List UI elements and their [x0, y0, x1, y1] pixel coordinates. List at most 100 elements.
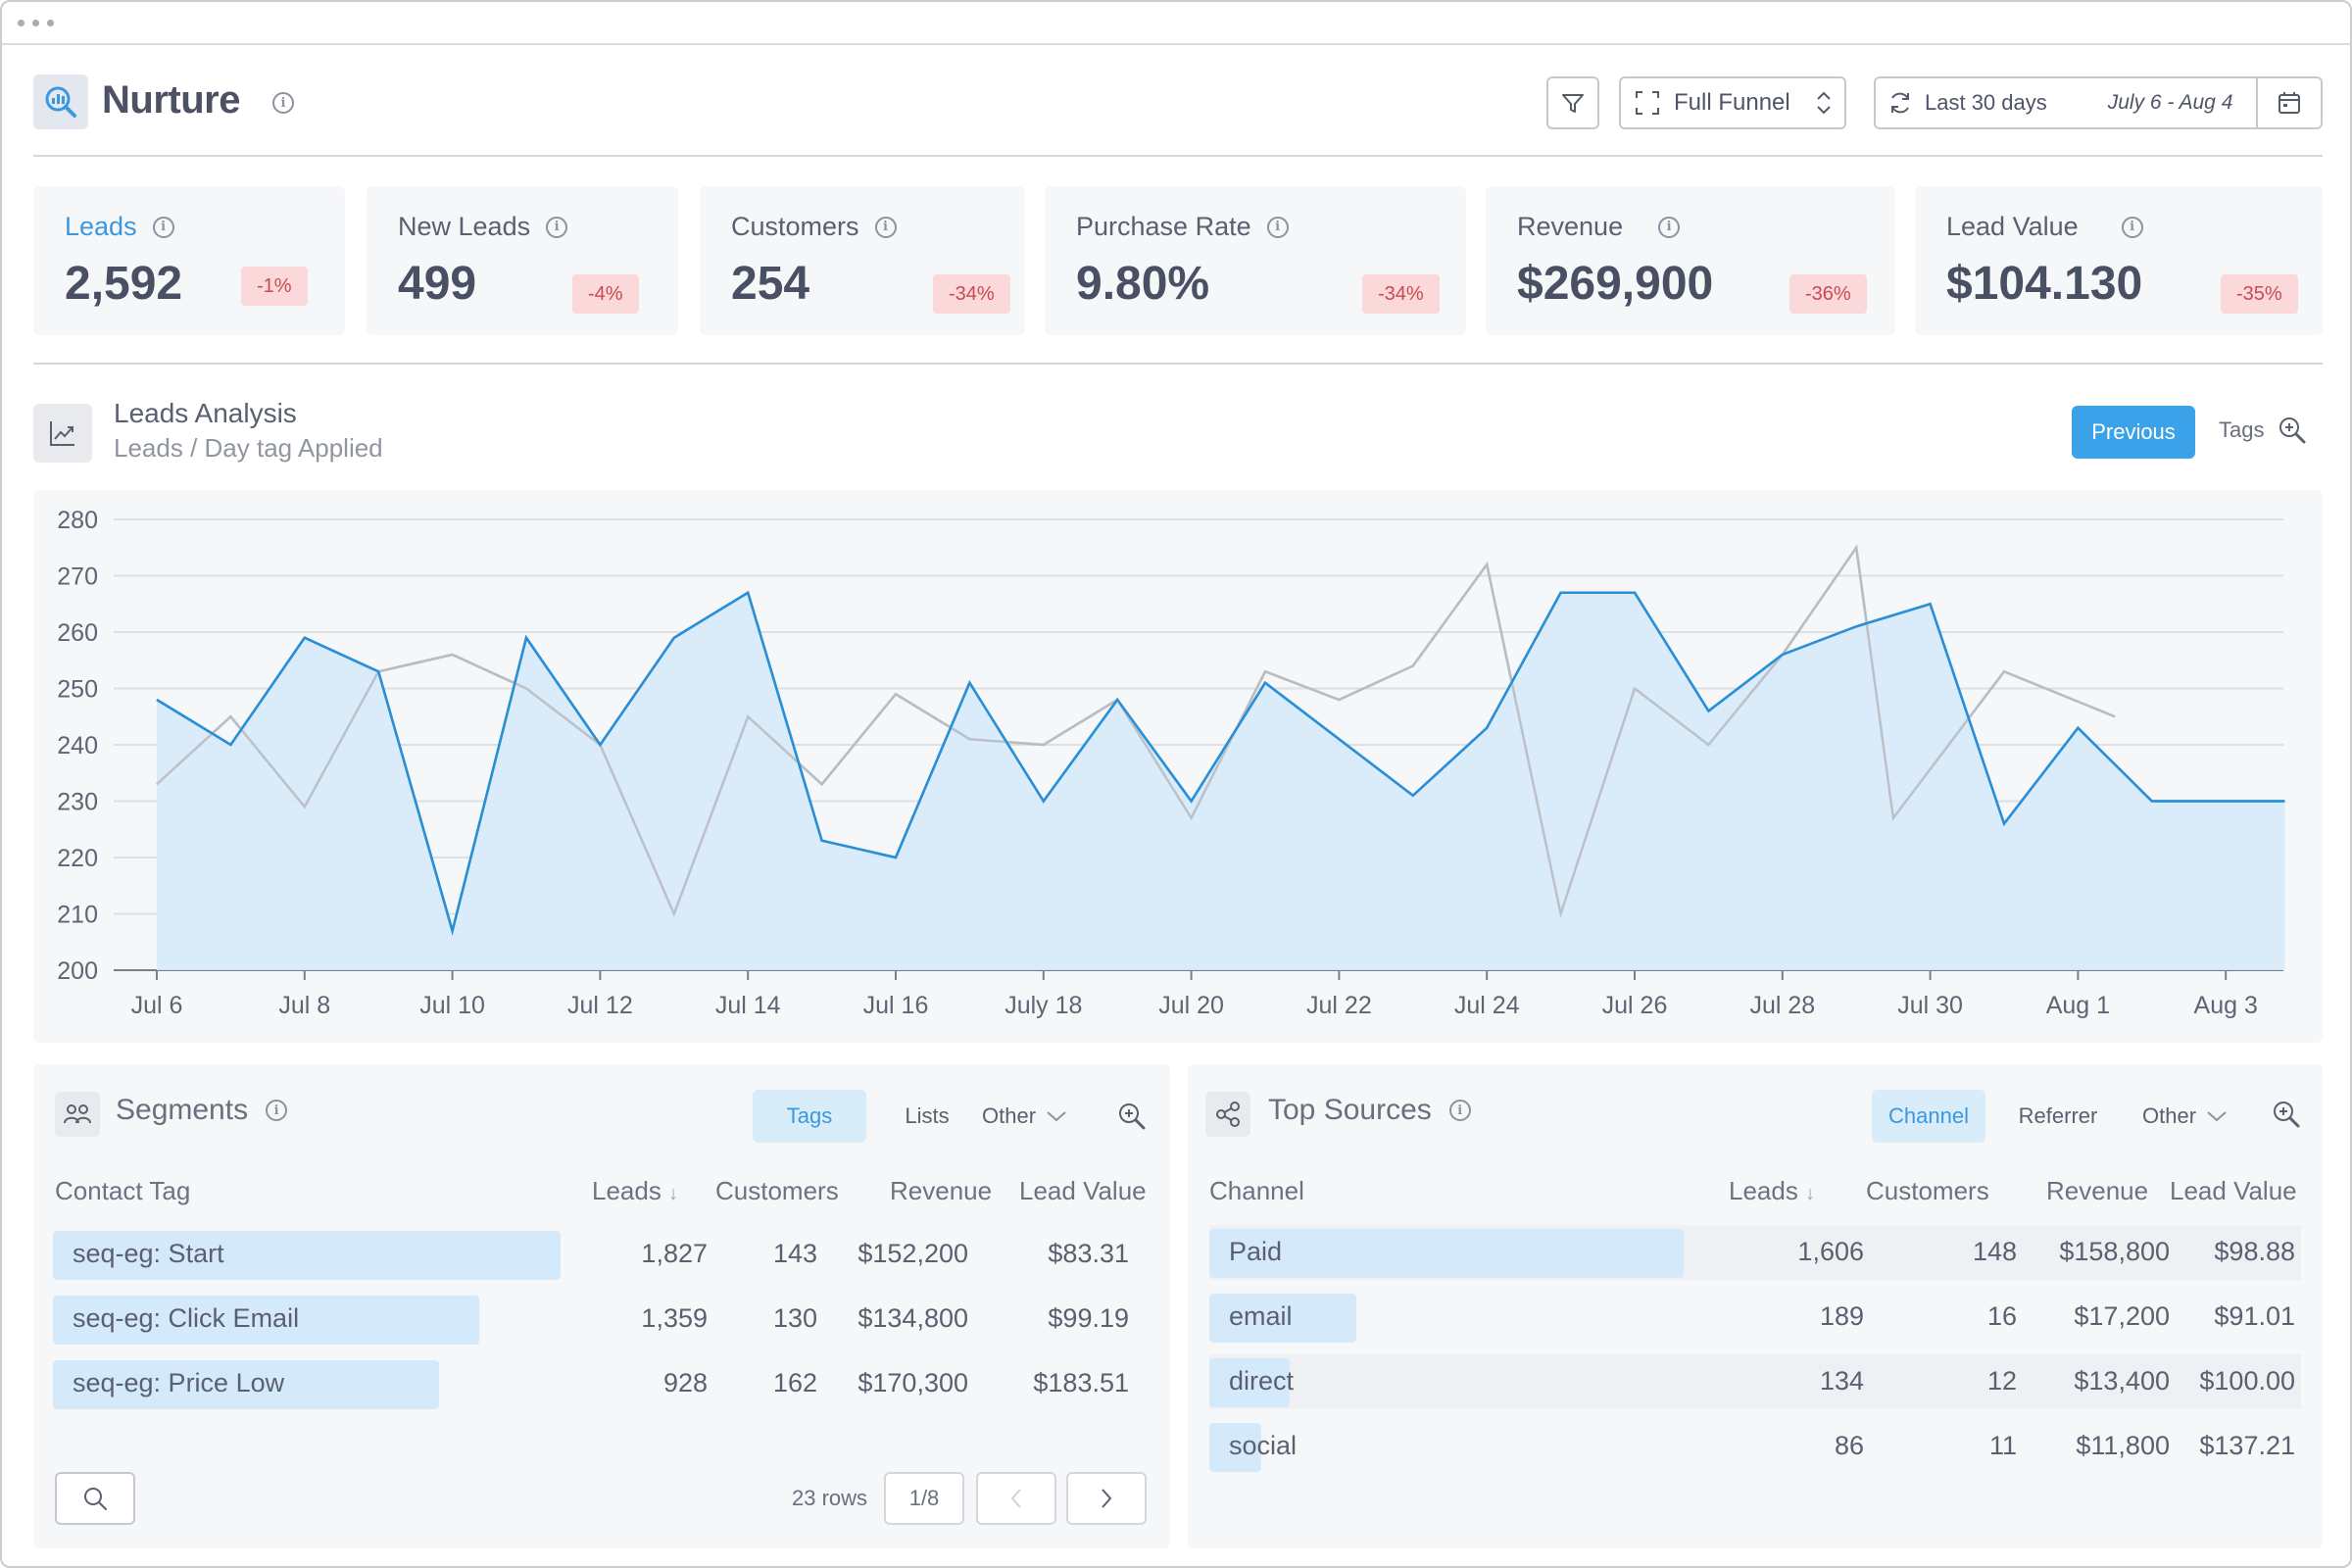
segments-title: Segments — [116, 1094, 249, 1126]
tags-toggle[interactable]: Tags — [2219, 417, 2265, 442]
table-row[interactable]: email 189 16 $17,200 $91.01 — [1209, 1290, 2301, 1345]
kpi-label: New Leads — [398, 212, 531, 241]
column-header-leads[interactable]: Leads ↓ — [592, 1176, 679, 1205]
tab-channel[interactable]: Channel — [1872, 1090, 1985, 1143]
kpi-card-lead-value[interactable]: Lead Value i $104.130 -35% — [1915, 186, 2323, 335]
x-tick-label: Jul 24 — [1454, 992, 1520, 1019]
cell-revenue: $134,800 — [858, 1303, 968, 1333]
kpi-label: Purchase Rate — [1076, 212, 1251, 241]
tab-lists[interactable]: Lists — [905, 1103, 950, 1128]
cell-leads: 86 — [1834, 1431, 1864, 1460]
x-tick-label: Jul 26 — [1602, 992, 1668, 1019]
column-header-revenue[interactable]: Revenue — [2046, 1176, 2149, 1205]
cell-name: Paid — [1229, 1237, 1283, 1266]
info-icon[interactable]: i — [152, 216, 174, 238]
segments-panel: Segments i Tags Lists Other Contact Tag L… — [33, 1064, 1170, 1548]
info-icon[interactable]: i — [1658, 216, 1681, 238]
x-tick-label: Jul 8 — [278, 992, 330, 1019]
tab-other[interactable]: Other — [2142, 1090, 2240, 1143]
calendar-icon[interactable] — [2256, 78, 2321, 127]
cell-revenue: $158,800 — [2059, 1237, 2170, 1266]
y-tick-label: 200 — [57, 957, 98, 985]
kpi-label: Leads — [65, 212, 137, 241]
tab-referrer[interactable]: Referrer — [2018, 1103, 2098, 1128]
info-icon[interactable]: i — [272, 92, 294, 114]
info-icon[interactable]: i — [1448, 1100, 1471, 1121]
table-row[interactable]: social 86 11 $11,800 $137.21 — [1209, 1419, 2301, 1474]
cell-revenue: $13,400 — [2074, 1366, 2170, 1396]
column-header-lead-value[interactable]: Lead Value — [2170, 1176, 2297, 1205]
cell-revenue: $11,800 — [2076, 1431, 2170, 1460]
column-header-contact-tag[interactable]: Contact Tag — [55, 1176, 191, 1205]
analysis-title: Leads Analysis — [114, 398, 297, 428]
previous-button[interactable]: Previous — [2072, 406, 2195, 459]
kpi-value: 254 — [731, 258, 810, 310]
date-range-picker[interactable]: Last 30 days July 6 - Aug 4 — [1874, 76, 2323, 129]
top-sources-panel: Top Sources i Channel Referrer Other Chan… — [1188, 1064, 2323, 1548]
row-share-bar — [1209, 1294, 1356, 1343]
column-header-revenue[interactable]: Revenue — [890, 1176, 993, 1205]
zoom-icon[interactable] — [1117, 1102, 1147, 1136]
column-header-customers[interactable]: Customers — [715, 1176, 839, 1205]
tab-tags[interactable]: Tags — [753, 1090, 866, 1143]
window-dots[interactable] — [18, 20, 54, 26]
share-icon — [1205, 1092, 1250, 1137]
section-divider — [33, 363, 2323, 365]
tab-other[interactable]: Other — [982, 1090, 1080, 1143]
column-header-leads[interactable]: Leads ↓ — [1729, 1176, 1816, 1205]
column-header-customers[interactable]: Customers — [1866, 1176, 1989, 1205]
info-icon[interactable]: i — [874, 216, 897, 238]
prev-page-button[interactable] — [976, 1472, 1056, 1525]
page-indicator[interactable]: 1/8 — [884, 1472, 964, 1525]
line-chart-icon — [33, 404, 92, 463]
zoom-icon[interactable] — [2272, 1100, 2301, 1134]
row-share-bar — [53, 1231, 561, 1280]
x-tick-label: Jul 10 — [419, 992, 485, 1019]
kpi-value: 9.80% — [1076, 258, 1210, 310]
chevron-left-icon — [1010, 1489, 1021, 1508]
info-icon[interactable]: i — [266, 1100, 288, 1121]
x-tick-label: Jul 6 — [131, 992, 183, 1019]
kpi-card-customers[interactable]: Customers i 254 -34% — [700, 186, 1025, 335]
funnel-select-label: Full Funnel — [1674, 89, 1790, 116]
cell-leads: 1,606 — [1797, 1237, 1864, 1266]
column-header-lead-value[interactable]: Lead Value — [1019, 1176, 1147, 1205]
chevron-updown-icon — [1817, 91, 1831, 115]
kpi-label: Customers — [731, 212, 859, 241]
cell-revenue: $170,300 — [858, 1368, 968, 1397]
window-titlebar — [2, 2, 2350, 45]
kpi-card-purchase-rate[interactable]: Purchase Rate i 9.80% -34% — [1045, 186, 1466, 335]
table-row[interactable]: seq-eg: Start 1,827 143 $152,200 $83.31 — [53, 1227, 1151, 1282]
page-header: Nurture i Full Funnel Last 30 days July … — [33, 73, 2323, 157]
next-page-button[interactable] — [1066, 1472, 1147, 1525]
cell-lead-value: $137.21 — [2199, 1431, 2295, 1460]
series-area-current — [157, 592, 2285, 970]
funnel-select[interactable]: Full Funnel — [1619, 76, 1846, 129]
kpi-card-revenue[interactable]: Revenue i $269,900 -36% — [1486, 186, 1895, 335]
cell-name: social — [1229, 1431, 1298, 1460]
filter-button[interactable] — [1546, 76, 1599, 129]
info-icon[interactable]: i — [546, 216, 568, 238]
filter-icon — [1562, 94, 1584, 113]
table-row[interactable]: Paid 1,606 148 $158,800 $98.88 — [1209, 1225, 2301, 1280]
y-tick-label: 210 — [57, 902, 98, 929]
kpi-value: $269,900 — [1517, 258, 1714, 310]
table-search-button[interactable] — [55, 1472, 135, 1525]
info-icon[interactable]: i — [2121, 216, 2143, 238]
cell-lead-value: $98.88 — [2214, 1237, 2295, 1266]
info-icon[interactable]: i — [1266, 216, 1289, 238]
kpi-card-new-leads[interactable]: New Leads i 499 -4% — [367, 186, 678, 335]
kpi-card-leads[interactable]: Leads i 2,592 -1% — [33, 186, 345, 335]
cell-lead-value: $83.31 — [1048, 1239, 1129, 1268]
table-row[interactable]: seq-eg: Price Low 928 162 $170,300 $183.51 — [53, 1356, 1151, 1411]
table-row[interactable]: seq-eg: Click Email 1,359 130 $134,800 $99.1… — [53, 1292, 1151, 1347]
cell-revenue: $152,200 — [858, 1239, 968, 1268]
cell-name: direct — [1229, 1366, 1295, 1396]
chevron-down-icon — [2207, 1111, 2227, 1122]
chevron-right-icon — [1102, 1489, 1112, 1508]
column-header-channel[interactable]: Channel — [1209, 1176, 1304, 1205]
leads-chart-svg: 200 210 220 230 240 250 260 270 280 Jul 6 Jul 8 Jul… — [57, 507, 2285, 1019]
table-row[interactable]: direct 134 12 $13,400 $100.00 — [1209, 1354, 2301, 1409]
zoom-icon[interactable] — [2278, 416, 2307, 450]
